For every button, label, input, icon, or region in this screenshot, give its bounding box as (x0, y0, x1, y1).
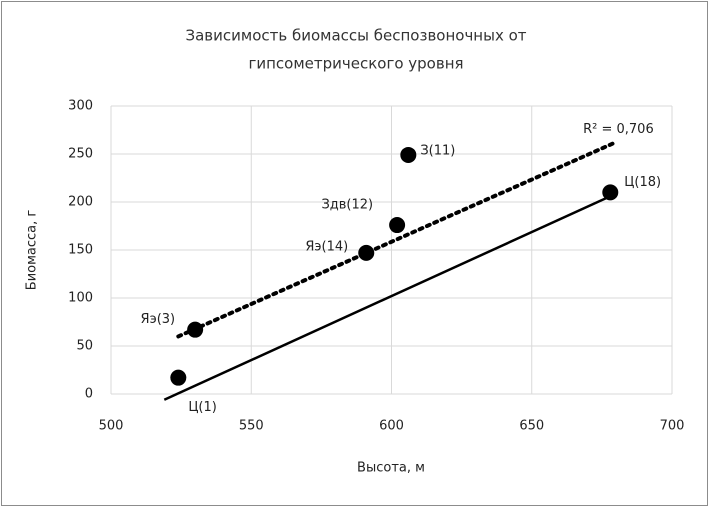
data-point (358, 244, 375, 261)
y-tick-label: 50 (76, 339, 93, 354)
x-tick-label: 600 (379, 419, 404, 434)
point-label: Ц(1) (188, 400, 217, 415)
y-tick-label: 0 (85, 387, 93, 402)
grid (110, 105, 673, 395)
y-tick-label: 250 (68, 147, 93, 162)
marks (163, 141, 619, 401)
x-axis-label: Высота, м (357, 461, 425, 476)
data-point (602, 184, 619, 201)
trendline (163, 195, 611, 401)
point-label: Здв(12) (321, 198, 373, 213)
y-tick-label: 300 (68, 99, 93, 114)
trendline (176, 141, 616, 339)
point-label: Ц(18) (624, 175, 661, 190)
point-label: Яэ(3) (141, 312, 176, 327)
data-point (400, 146, 417, 163)
y-tick-label: 200 (68, 195, 93, 210)
y-axis-label: Биомасса, г (25, 210, 40, 291)
data-point (187, 321, 204, 338)
x-tick-label: 550 (239, 419, 264, 434)
x-tick-label: 700 (660, 419, 685, 434)
annotation: R² = 0,706 (583, 122, 654, 137)
data-point (389, 217, 406, 234)
y-tick-label: 100 (68, 291, 93, 306)
point-label: З(11) (420, 143, 455, 158)
y-tick-label: 150 (68, 243, 93, 258)
x-tick-label: 650 (519, 419, 544, 434)
x-tick-label: 500 (99, 419, 124, 434)
point-label: Яэ(14) (305, 239, 348, 254)
chart-title: Зависимость биомассы беспозвоночных от (185, 27, 526, 45)
chart-title: гипсометрического уровня (248, 55, 463, 73)
data-point (170, 369, 187, 386)
